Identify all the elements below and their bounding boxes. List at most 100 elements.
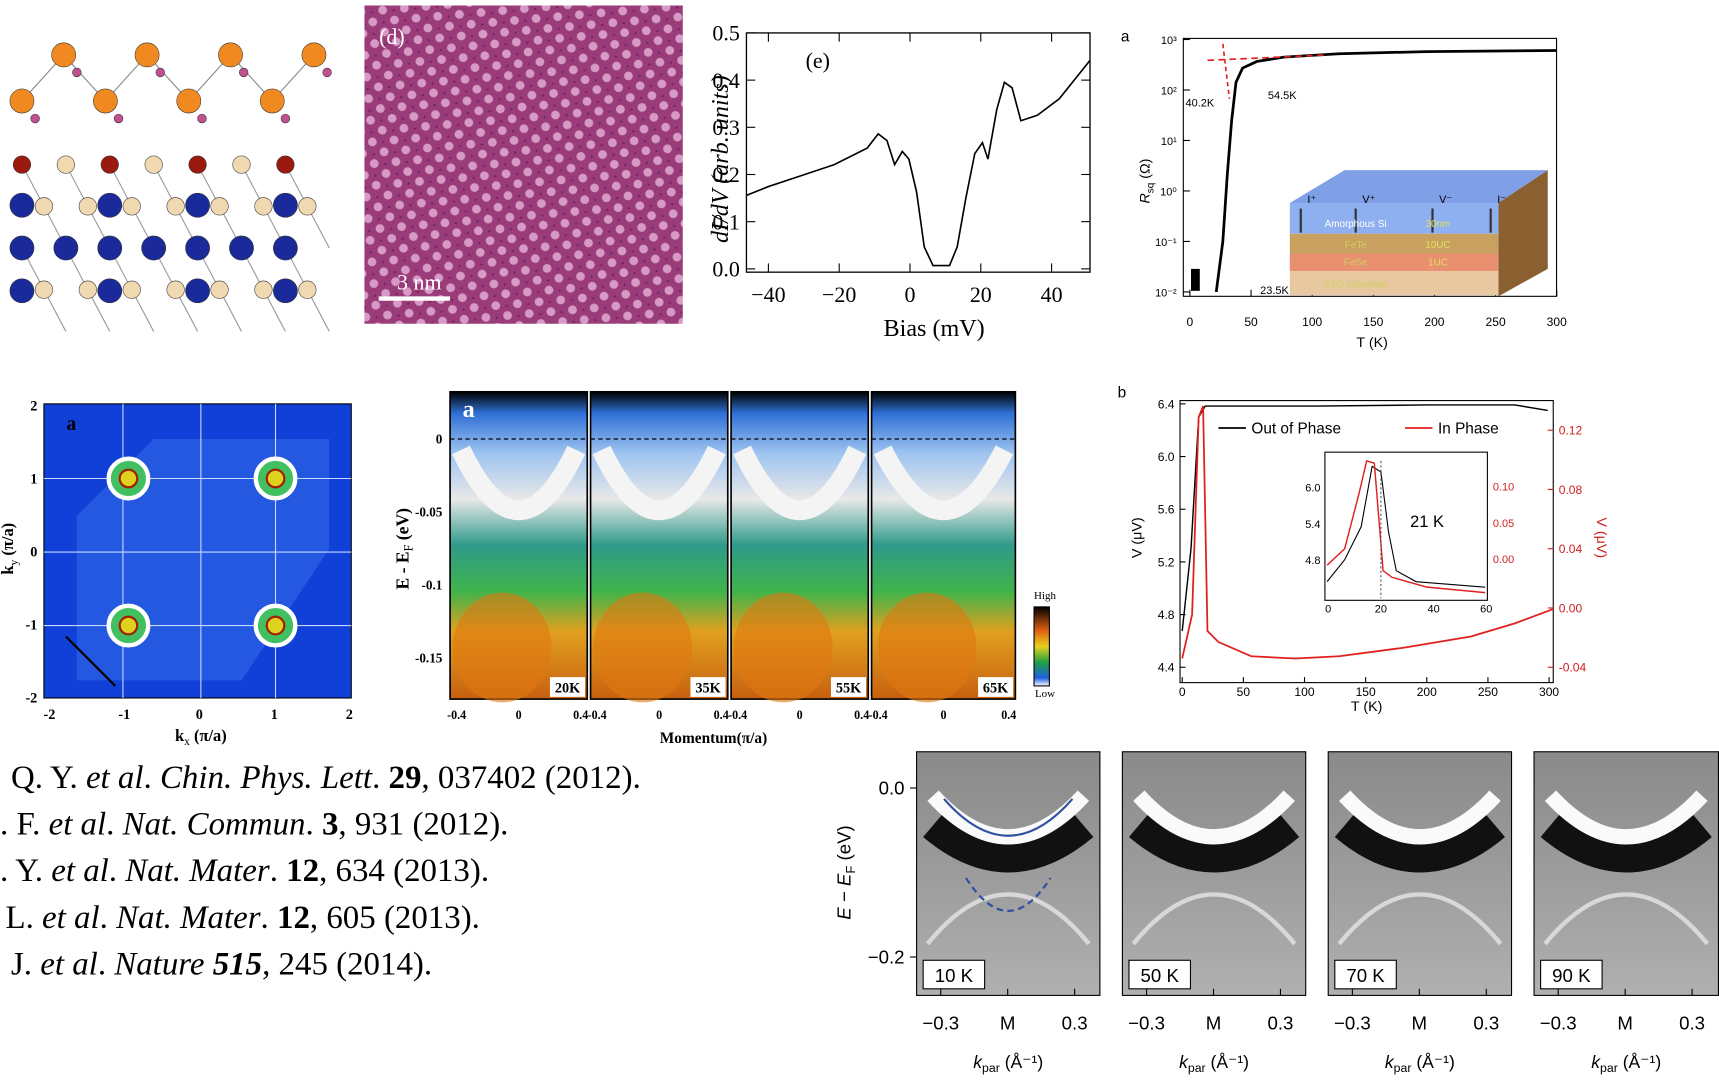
- x-tick-label: 0.4: [714, 708, 729, 722]
- x-tick-label: M: [1206, 1012, 1222, 1033]
- legend-label: Out of Phase: [1251, 420, 1341, 437]
- y-axis-title: V (μV): [1130, 517, 1146, 558]
- separator: .: [372, 760, 388, 796]
- hole-band: [1131, 892, 1297, 946]
- et-al: et al: [51, 853, 109, 889]
- x-tick-label: -0.4: [869, 708, 888, 722]
- inset-tick-label: 40: [1427, 603, 1439, 615]
- x-axis-title: Bias (mV): [884, 315, 985, 342]
- inset-tick-label: 5.4: [1305, 519, 1320, 531]
- atom: [93, 88, 118, 114]
- y2-tick-label: 0.04: [1559, 542, 1583, 556]
- atom: [298, 197, 317, 216]
- pocket-core: [265, 468, 286, 489]
- temperature-label: 50 K: [1141, 965, 1180, 986]
- layer-label: Amorphous Si: [1325, 219, 1387, 230]
- x-tick-label: 0: [196, 707, 203, 723]
- atom: [276, 155, 295, 174]
- pages: , 605 (2013).: [310, 900, 480, 936]
- y2-tick-label: 0.00: [1559, 601, 1583, 615]
- atom: [185, 192, 210, 218]
- colorbar: [1033, 606, 1050, 687]
- axis-title: E − EF (eV): [834, 825, 858, 920]
- x-tick-label: 0.4: [573, 708, 588, 722]
- x-tick-label: 0: [905, 282, 916, 307]
- atom: [273, 278, 298, 304]
- panel-label: (e): [806, 48, 830, 73]
- temperature-label: 10 K: [935, 965, 974, 986]
- x-tick-label: 0: [656, 708, 662, 722]
- reference: . Y. et al. Nat. Mater. 12, 634 (2013).: [0, 853, 489, 889]
- atom: [259, 88, 285, 114]
- hole-band: [733, 592, 833, 703]
- y-tick-label: 0.3: [712, 115, 739, 140]
- layer: [1289, 253, 1499, 272]
- arpes-image: [1121, 751, 1307, 996]
- band: [733, 445, 867, 520]
- x-tick-label: 0.4: [1001, 708, 1016, 722]
- x-tick-label: 250: [1486, 315, 1506, 329]
- band: [1544, 790, 1708, 845]
- axis-title: Rsq (Ω): [1137, 159, 1156, 204]
- atom: [298, 280, 317, 299]
- x-tick-label: −20: [822, 282, 856, 307]
- band: [1339, 790, 1501, 845]
- symbol: k: [0, 565, 17, 575]
- label-box: [1128, 959, 1192, 990]
- volume: 515: [213, 947, 262, 983]
- layer: [1289, 271, 1499, 296]
- authors: . F.: [0, 807, 49, 843]
- journal: Nature: [113, 947, 204, 983]
- x-tick-label: 100: [1294, 685, 1314, 699]
- y-tick-label: -1: [25, 617, 37, 633]
- y2-tick-label: 0.12: [1559, 424, 1583, 438]
- band: [592, 445, 726, 520]
- guide-line: [965, 877, 1052, 912]
- y-tick-label: 0.2: [712, 162, 739, 187]
- band-shadow: [1128, 813, 1300, 873]
- y-tick-label: -0.1: [422, 577, 443, 592]
- symbol: k: [1591, 1052, 1601, 1072]
- atom: [144, 155, 163, 174]
- subscript: x: [184, 736, 190, 748]
- y-tick-label: 0.0: [712, 257, 739, 282]
- separator: .: [100, 900, 116, 936]
- atom: [34, 280, 53, 299]
- x-tick-label: M: [1000, 1012, 1016, 1033]
- x-tick-label: −0.3: [922, 1012, 959, 1033]
- journal: Nat. Commun: [122, 807, 306, 843]
- hole-band: [1543, 892, 1710, 946]
- band-shadow: [1540, 813, 1712, 873]
- symbol: k: [973, 1052, 983, 1072]
- panel-label: (d): [379, 24, 405, 49]
- x-tick-label: 0.3: [1679, 1012, 1705, 1033]
- thickness-label: 10UC: [1425, 240, 1450, 251]
- journal: Chin. Phys. Lett: [160, 760, 373, 796]
- contact-label: I⁺: [1307, 194, 1316, 206]
- unit: (π/a): [0, 523, 17, 560]
- authors: . Y.: [0, 853, 51, 889]
- atom: [97, 192, 123, 218]
- y-tick-label: 0.0: [879, 778, 905, 799]
- axis-title: E - EF (eV): [392, 508, 415, 590]
- colorbar-label: Low: [1035, 688, 1055, 700]
- scale-bar-label: 3 nm: [397, 270, 442, 295]
- inset-tick-label: 4.8: [1305, 555, 1320, 567]
- reference: J. et al. Nature 515, 245 (2014).: [11, 947, 432, 983]
- annotation: 21 K: [1410, 513, 1444, 531]
- band-shadow: [1334, 813, 1505, 873]
- label-box: [1334, 959, 1397, 990]
- atom: [185, 278, 210, 304]
- authors: J.: [11, 947, 40, 983]
- separator: .: [270, 853, 286, 889]
- atom: [72, 67, 82, 78]
- y-tick-label: 4.4: [1158, 661, 1175, 675]
- temperature-label: 70 K: [1346, 965, 1385, 986]
- axis-title: kpar (Å⁻¹): [973, 1052, 1043, 1075]
- atom: [280, 113, 291, 124]
- pages: , 245 (2014).: [262, 947, 432, 983]
- x-tick-label: -0.4: [447, 708, 466, 722]
- axis-title: kpar (Å⁻¹): [1385, 1052, 1455, 1075]
- atom: [185, 235, 210, 261]
- symbol: k: [175, 726, 185, 745]
